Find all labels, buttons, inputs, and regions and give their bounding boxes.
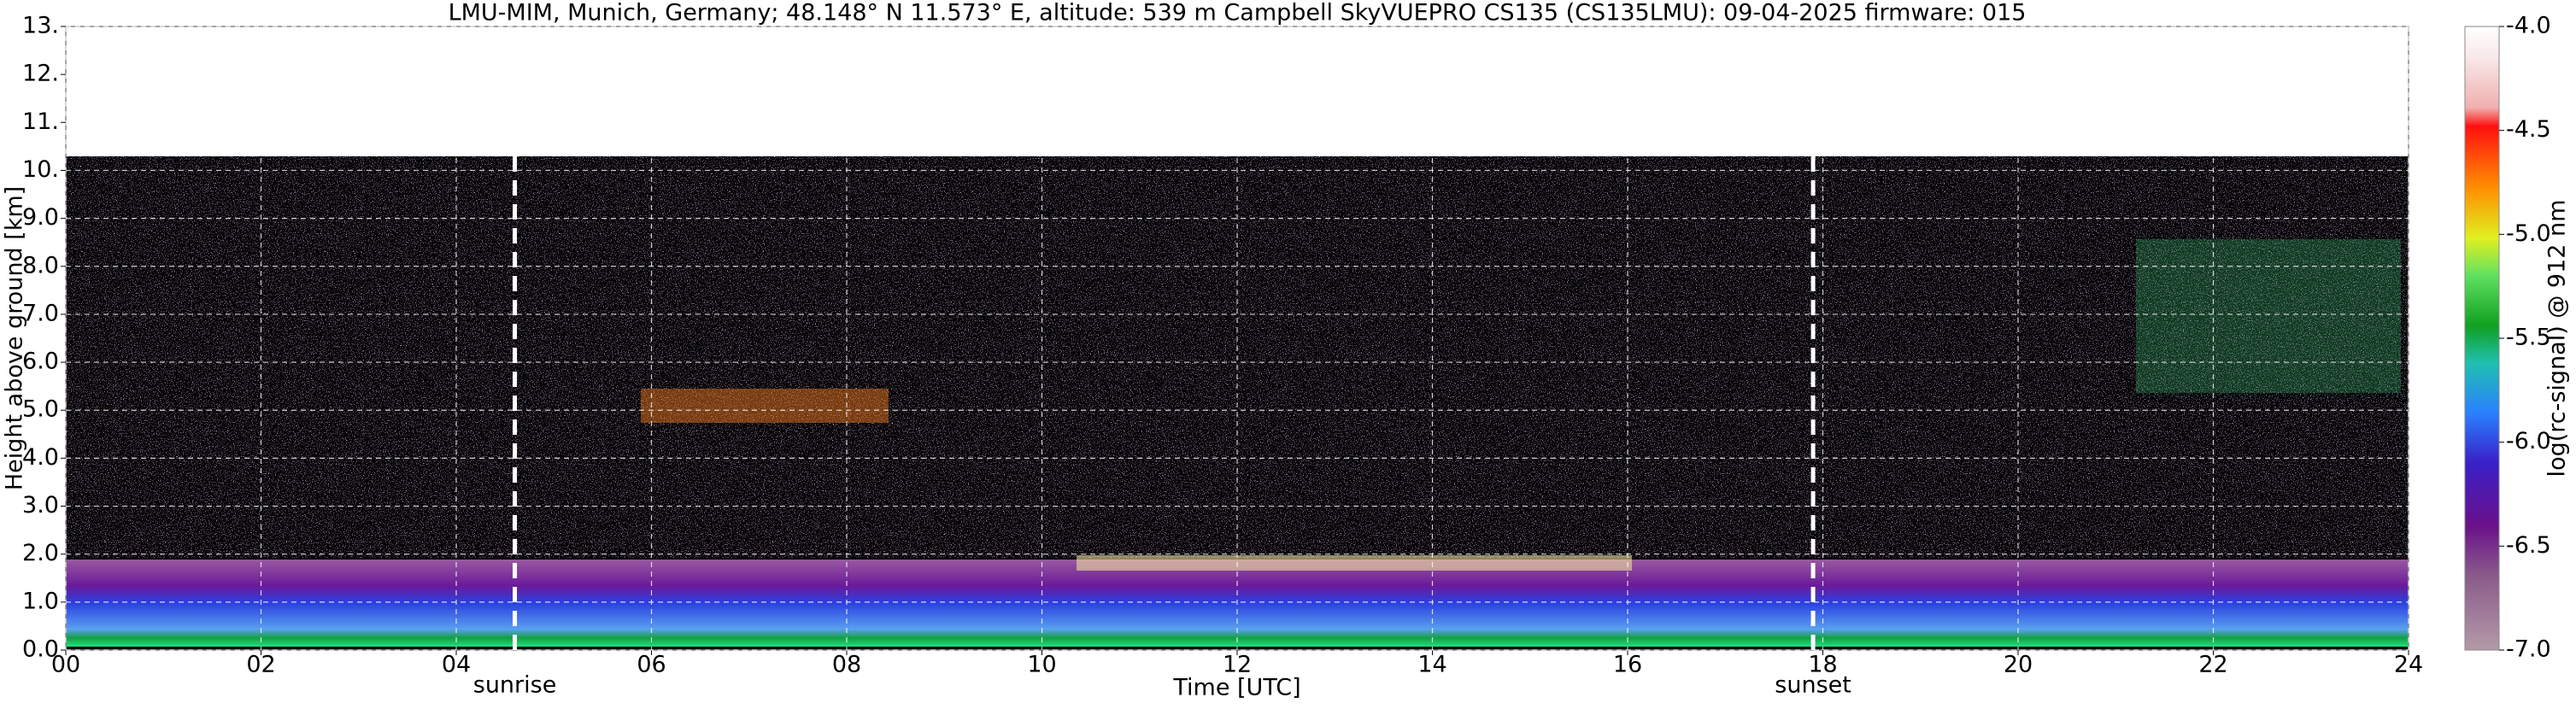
y-tick-label: 0.0 bbox=[22, 636, 59, 663]
cirrus bbox=[2136, 239, 2401, 393]
y-tick-label: 3.0 bbox=[22, 492, 59, 519]
x-axis-label: Time [UTC] bbox=[1172, 675, 1300, 701]
y-tick-label: 12. bbox=[22, 61, 59, 87]
y-tick-label: 4.0 bbox=[22, 444, 59, 471]
colorbar-tick-label: -5.5 bbox=[2506, 325, 2551, 351]
y-tick-label: 7.0 bbox=[22, 300, 59, 326]
y-tick-label: 2.0 bbox=[22, 540, 59, 566]
annotation-label: sunset bbox=[1775, 672, 1851, 699]
y-tick-label: 11. bbox=[22, 108, 59, 135]
x-tick-label: 22 bbox=[2198, 652, 2227, 678]
chart-title: LMU-MIM, Munich, Germany; 48.148° N 11.5… bbox=[449, 0, 2027, 26]
x-tick-label: 12 bbox=[1223, 652, 1252, 678]
colorbar-tick-label: -6.5 bbox=[2506, 532, 2551, 559]
cloud-layer bbox=[641, 389, 889, 423]
x-tick-label: 10 bbox=[1027, 652, 1056, 678]
x-tick-label: 24 bbox=[2394, 652, 2423, 678]
colorbar-tick-label: -5.0 bbox=[2506, 220, 2551, 247]
colorbar-tick-label: -7.0 bbox=[2506, 636, 2551, 663]
y-axis-label: Height above ground [km] bbox=[2, 186, 28, 490]
x-tick-label: 06 bbox=[637, 652, 666, 678]
y-tick-label: 8.0 bbox=[22, 252, 59, 278]
y-tick-label: 1.0 bbox=[22, 588, 59, 614]
y-tick-label: 9.0 bbox=[22, 204, 59, 231]
colorbar-tick-label: -6.0 bbox=[2506, 428, 2551, 454]
x-tick-label: 02 bbox=[246, 652, 275, 678]
y-tick-label: 5.0 bbox=[22, 396, 59, 423]
cloud-layer bbox=[1077, 555, 1632, 571]
y-tick-label: 6.0 bbox=[22, 349, 59, 375]
colorbar-label: log(rc-signal) @ 912 nm bbox=[2544, 200, 2571, 478]
x-tick-label: 00 bbox=[51, 652, 80, 678]
y-tick-label: 10. bbox=[22, 156, 59, 183]
colorbar bbox=[2464, 26, 2500, 651]
x-tick-label: 04 bbox=[442, 652, 471, 678]
colorbar-tick-label: -4.0 bbox=[2506, 13, 2551, 39]
colorbar-tick-label: -4.5 bbox=[2506, 116, 2551, 143]
y-tick-label: 13. bbox=[22, 13, 59, 39]
x-tick-label: 18 bbox=[1808, 652, 1837, 678]
x-tick-label: 08 bbox=[832, 652, 861, 678]
annotation-label: sunrise bbox=[473, 672, 557, 699]
x-tick-label: 16 bbox=[1613, 652, 1642, 678]
x-tick-label: 14 bbox=[1417, 652, 1446, 678]
x-tick-label: 20 bbox=[2004, 652, 2033, 678]
